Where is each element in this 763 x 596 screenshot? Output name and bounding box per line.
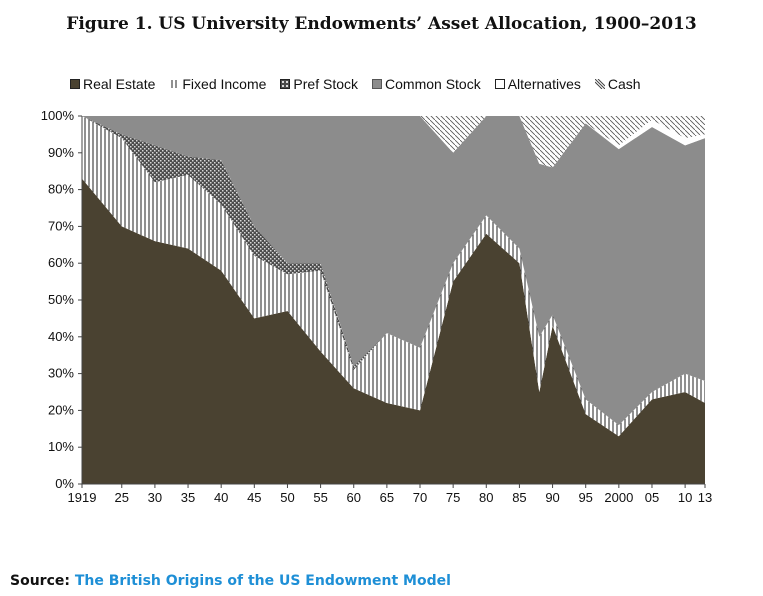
x-tick-label: 45 bbox=[247, 490, 261, 505]
y-tick-label: 40% bbox=[48, 329, 74, 344]
legend-label: Real Estate bbox=[83, 76, 156, 92]
y-tick-label: 90% bbox=[48, 145, 74, 160]
chart-plot: 0% 10% 20% 30% 40% 50% 60% 70% 80% 90% 100% 1919 25 3… bbox=[41, 108, 712, 505]
legend-label: Alternatives bbox=[507, 76, 581, 92]
x-tick-label: 60 bbox=[346, 490, 360, 505]
legend-label: Fixed Income bbox=[182, 76, 267, 92]
source-line: Source: The British Origins of the US En… bbox=[10, 573, 451, 589]
x-tick-label: 80 bbox=[479, 490, 493, 505]
y-tick-label: 60% bbox=[48, 255, 74, 270]
x-tick-label: 75 bbox=[446, 490, 460, 505]
legend: Real Estate Fixed Income Pref Stock Common … bbox=[70, 76, 710, 92]
legend-item-alternatives: Alternatives bbox=[494, 76, 581, 92]
x-tick-label: 30 bbox=[148, 490, 162, 505]
area-cash bbox=[82, 116, 705, 168]
x-tick-label: 2000 bbox=[604, 490, 633, 505]
y-tick-label: 70% bbox=[48, 218, 74, 233]
x-tick-label: 1919 bbox=[68, 490, 97, 505]
legend-item-fixed-income: Fixed Income bbox=[169, 76, 266, 92]
y-tick-label: 100% bbox=[41, 108, 75, 123]
legend-item-common-stock: Common Stock bbox=[372, 76, 481, 92]
chart-title: Figure 1. US University Endowments’ Asse… bbox=[66, 14, 697, 34]
legend-swatch bbox=[494, 79, 505, 89]
x-tick-label: 55 bbox=[313, 490, 327, 505]
legend-label: Cash bbox=[607, 76, 641, 92]
legend-swatch bbox=[169, 79, 179, 89]
x-tick-label: 95 bbox=[578, 490, 592, 505]
y-tick-label: 10% bbox=[48, 439, 74, 454]
legend-swatch bbox=[280, 79, 291, 89]
legend-swatch bbox=[372, 79, 383, 89]
legend-swatch bbox=[594, 79, 605, 89]
legend-item-pref-stock: Pref Stock bbox=[280, 76, 358, 92]
legend-item-real-estate: Real Estate bbox=[70, 76, 155, 92]
x-tick-label: 90 bbox=[545, 490, 559, 505]
source-link[interactable]: The British Origins of the US Endowment … bbox=[74, 573, 451, 589]
x-tick-label: 65 bbox=[380, 490, 394, 505]
legend-item-cash: Cash bbox=[594, 76, 641, 92]
x-tick-label: 13 bbox=[698, 490, 712, 505]
area-common-stock bbox=[82, 116, 705, 426]
area-real-estate bbox=[82, 178, 705, 484]
y-tick-label: 50% bbox=[48, 292, 74, 307]
x-tick-label: 25 bbox=[115, 490, 129, 505]
x-tick-label: 40 bbox=[214, 490, 228, 505]
x-tick-label: 70 bbox=[413, 490, 427, 505]
legend-label: Common Stock bbox=[385, 76, 481, 92]
area-fixed-income bbox=[82, 116, 705, 437]
area-pref-stock bbox=[82, 116, 705, 426]
x-tick-label: 35 bbox=[181, 490, 195, 505]
y-tick-label: 80% bbox=[48, 182, 74, 197]
source-label: Source: bbox=[10, 573, 70, 589]
legend-label: Pref Stock bbox=[293, 76, 359, 92]
x-tick-label: 85 bbox=[512, 490, 526, 505]
legend-swatch bbox=[70, 79, 80, 89]
x-tick-label: 05 bbox=[645, 490, 659, 505]
y-tick-label: 0% bbox=[55, 476, 74, 491]
y-tick-label: 20% bbox=[48, 402, 74, 417]
y-tick-label: 30% bbox=[48, 366, 74, 381]
x-tick-label: 50 bbox=[280, 490, 294, 505]
x-tick-label: 10 bbox=[678, 490, 692, 505]
